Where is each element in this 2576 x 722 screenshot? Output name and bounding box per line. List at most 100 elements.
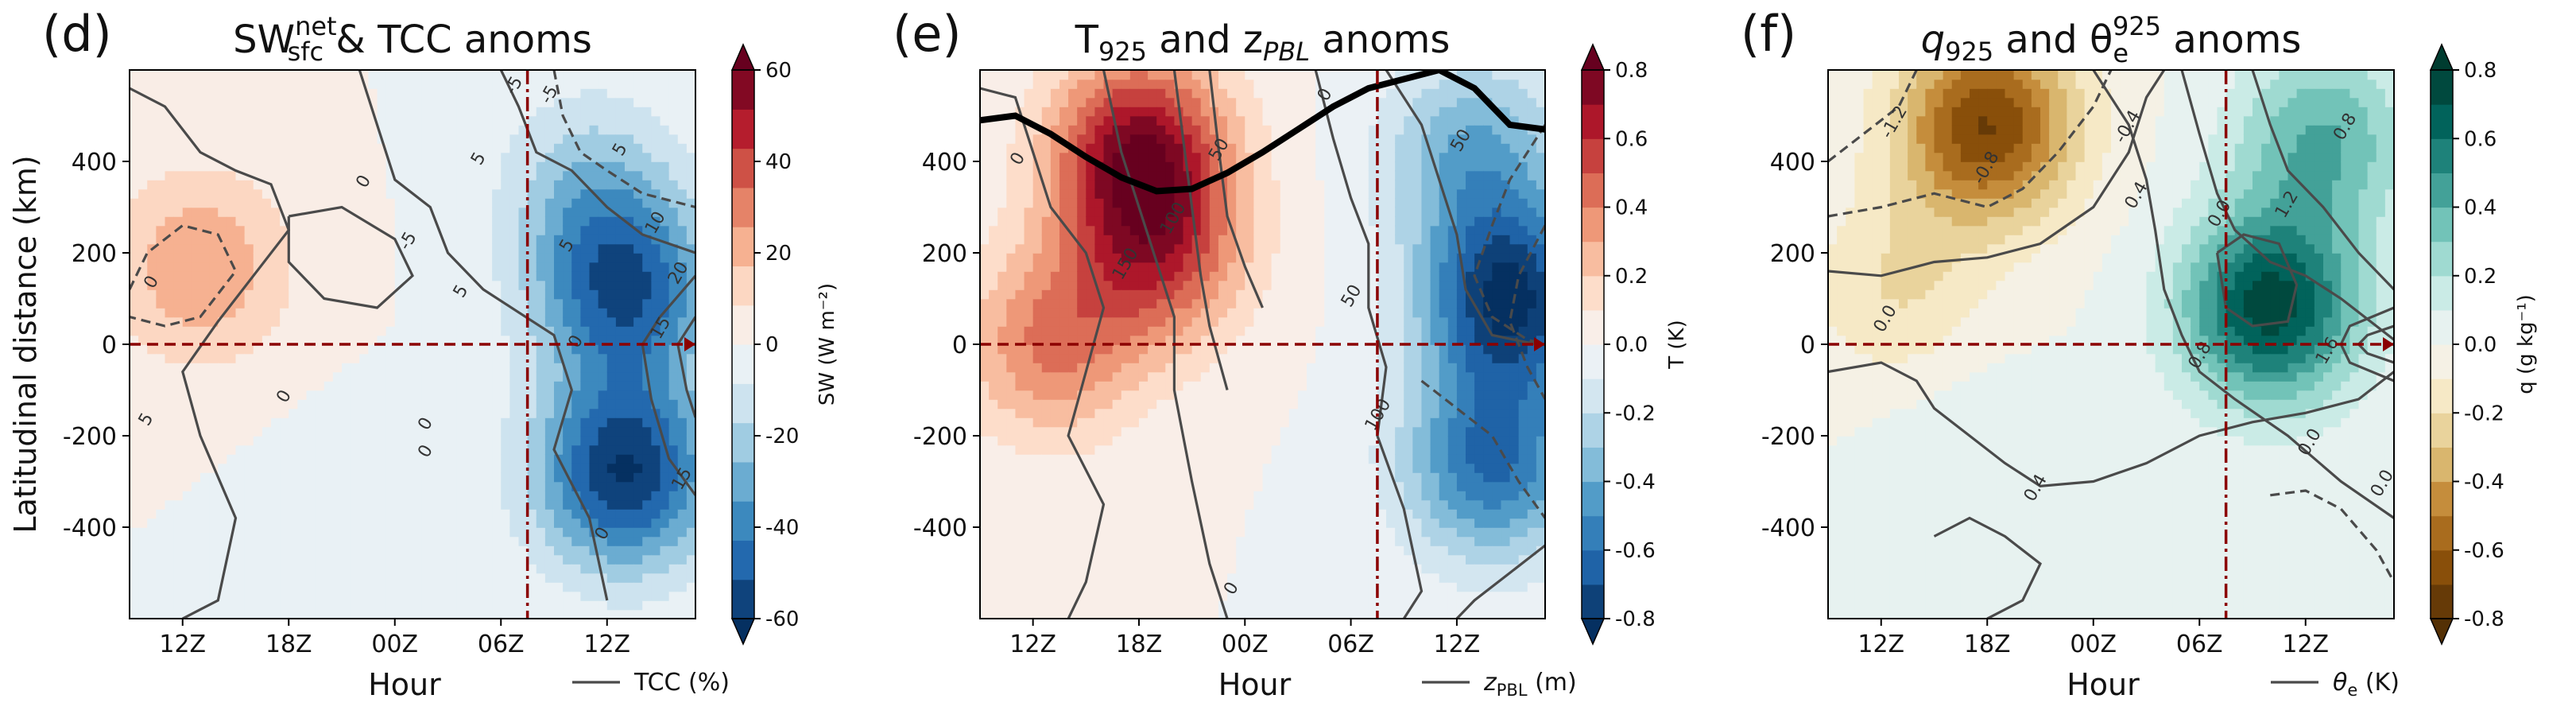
heatmap-cell xyxy=(686,491,695,501)
heatmap-cell xyxy=(1129,262,1140,272)
heatmap-cell xyxy=(235,170,246,180)
colorbar-band xyxy=(732,422,754,463)
heatmap-cell xyxy=(1077,344,1087,355)
heatmap-cell xyxy=(244,216,254,227)
heatmap-cell xyxy=(261,207,272,217)
heatmap-cell xyxy=(394,188,405,199)
heatmap-cell xyxy=(342,426,351,437)
heatmap-cell xyxy=(368,582,378,592)
heatmap-cell xyxy=(544,481,555,491)
heatmap-cell xyxy=(315,344,325,355)
heatmap-cell xyxy=(580,308,591,318)
heatmap-cell xyxy=(554,408,564,418)
heatmap-cell xyxy=(589,436,599,446)
heatmap-cell xyxy=(377,316,387,327)
heatmap-cell xyxy=(289,180,299,190)
heatmap-cell xyxy=(1103,518,1114,528)
heatmap-cell xyxy=(156,316,166,327)
heatmap-cell xyxy=(377,444,387,455)
heatmap-cell xyxy=(980,316,990,327)
heatmap-cell xyxy=(244,545,254,556)
heatmap-cell xyxy=(280,170,290,180)
heatmap-cell xyxy=(598,363,608,373)
heatmap-cell xyxy=(1024,207,1034,217)
heatmap-cell xyxy=(1068,335,1078,345)
heatmap-cell xyxy=(615,472,626,483)
heatmap-cell xyxy=(642,207,653,217)
heatmap-cell xyxy=(554,436,564,446)
heatmap-cell xyxy=(1015,97,1025,107)
heatmap-cell xyxy=(677,216,688,227)
heatmap-cell xyxy=(1032,134,1043,144)
heatmap-cell xyxy=(385,253,396,263)
heatmap-cell xyxy=(227,564,237,574)
heatmap-cell xyxy=(413,262,422,272)
heatmap-cell xyxy=(1077,271,1087,281)
heatmap-cell xyxy=(156,509,166,519)
heatmap-cell xyxy=(261,107,272,117)
heatmap-cell xyxy=(315,545,325,556)
heatmap-cell xyxy=(1015,417,1025,428)
heatmap-cell xyxy=(1094,436,1105,446)
heatmap-cell xyxy=(997,609,1008,619)
heatmap-cell xyxy=(280,88,290,99)
heatmap-cell xyxy=(589,298,599,309)
heatmap-cell xyxy=(147,417,157,428)
heatmap-cell xyxy=(1112,298,1122,309)
heatmap-cell xyxy=(421,371,432,382)
heatmap-cell xyxy=(1094,298,1105,309)
heatmap-cell xyxy=(1121,417,1131,428)
heatmap-cell xyxy=(1077,216,1087,227)
heatmap-cell xyxy=(1059,180,1069,190)
heatmap-cell xyxy=(430,271,440,281)
heatmap-cell xyxy=(989,454,999,464)
heatmap-cell xyxy=(165,444,175,455)
heatmap-cell xyxy=(227,170,237,180)
heatmap-cell xyxy=(677,390,688,400)
heatmap-cell xyxy=(235,582,246,592)
heatmap-cell xyxy=(527,289,537,300)
heatmap-cell xyxy=(518,381,529,391)
heatmap-cell xyxy=(359,125,370,135)
heatmap-cell xyxy=(385,271,396,281)
heatmap-cell xyxy=(456,371,467,382)
heatmap-cell xyxy=(465,582,475,592)
heatmap-cell xyxy=(447,207,458,217)
heatmap-cell xyxy=(580,353,591,363)
heatmap-cell xyxy=(156,298,166,309)
heatmap-cell xyxy=(368,70,378,80)
heatmap-cell xyxy=(536,545,546,556)
heatmap-cell xyxy=(261,170,272,180)
heatmap-cell xyxy=(1024,408,1034,418)
heatmap-cell xyxy=(589,481,599,491)
heatmap-cell xyxy=(554,499,564,510)
heatmap-cell xyxy=(280,326,290,336)
heatmap-cell xyxy=(297,371,308,382)
heatmap-cell xyxy=(1006,518,1017,528)
heatmap-cell xyxy=(342,125,351,135)
heatmap-cell xyxy=(280,316,290,327)
heatmap-cell xyxy=(518,235,529,245)
heatmap-cell xyxy=(492,79,502,89)
heatmap-cell xyxy=(554,527,564,538)
heatmap-cell xyxy=(456,408,467,418)
heatmap-cell xyxy=(686,115,695,126)
heatmap-cell xyxy=(147,308,157,318)
heatmap-cell xyxy=(165,363,175,373)
heatmap-cell xyxy=(1059,582,1069,592)
heatmap-cell xyxy=(1006,188,1017,199)
heatmap-cell xyxy=(668,207,679,217)
heatmap-cell xyxy=(1006,326,1017,336)
heatmap-cell xyxy=(385,134,396,144)
heatmap-cell xyxy=(625,463,634,473)
heatmap-cell xyxy=(342,591,351,601)
heatmap-cell xyxy=(492,381,502,391)
heatmap-cell xyxy=(315,518,325,528)
heatmap-cell xyxy=(280,408,290,418)
heatmap-cell xyxy=(456,527,467,538)
heatmap-cell xyxy=(1112,97,1122,107)
heatmap-cell xyxy=(218,326,228,336)
heatmap-cell xyxy=(1103,235,1114,245)
heatmap-cell xyxy=(668,399,679,410)
heatmap-cell xyxy=(261,472,272,483)
